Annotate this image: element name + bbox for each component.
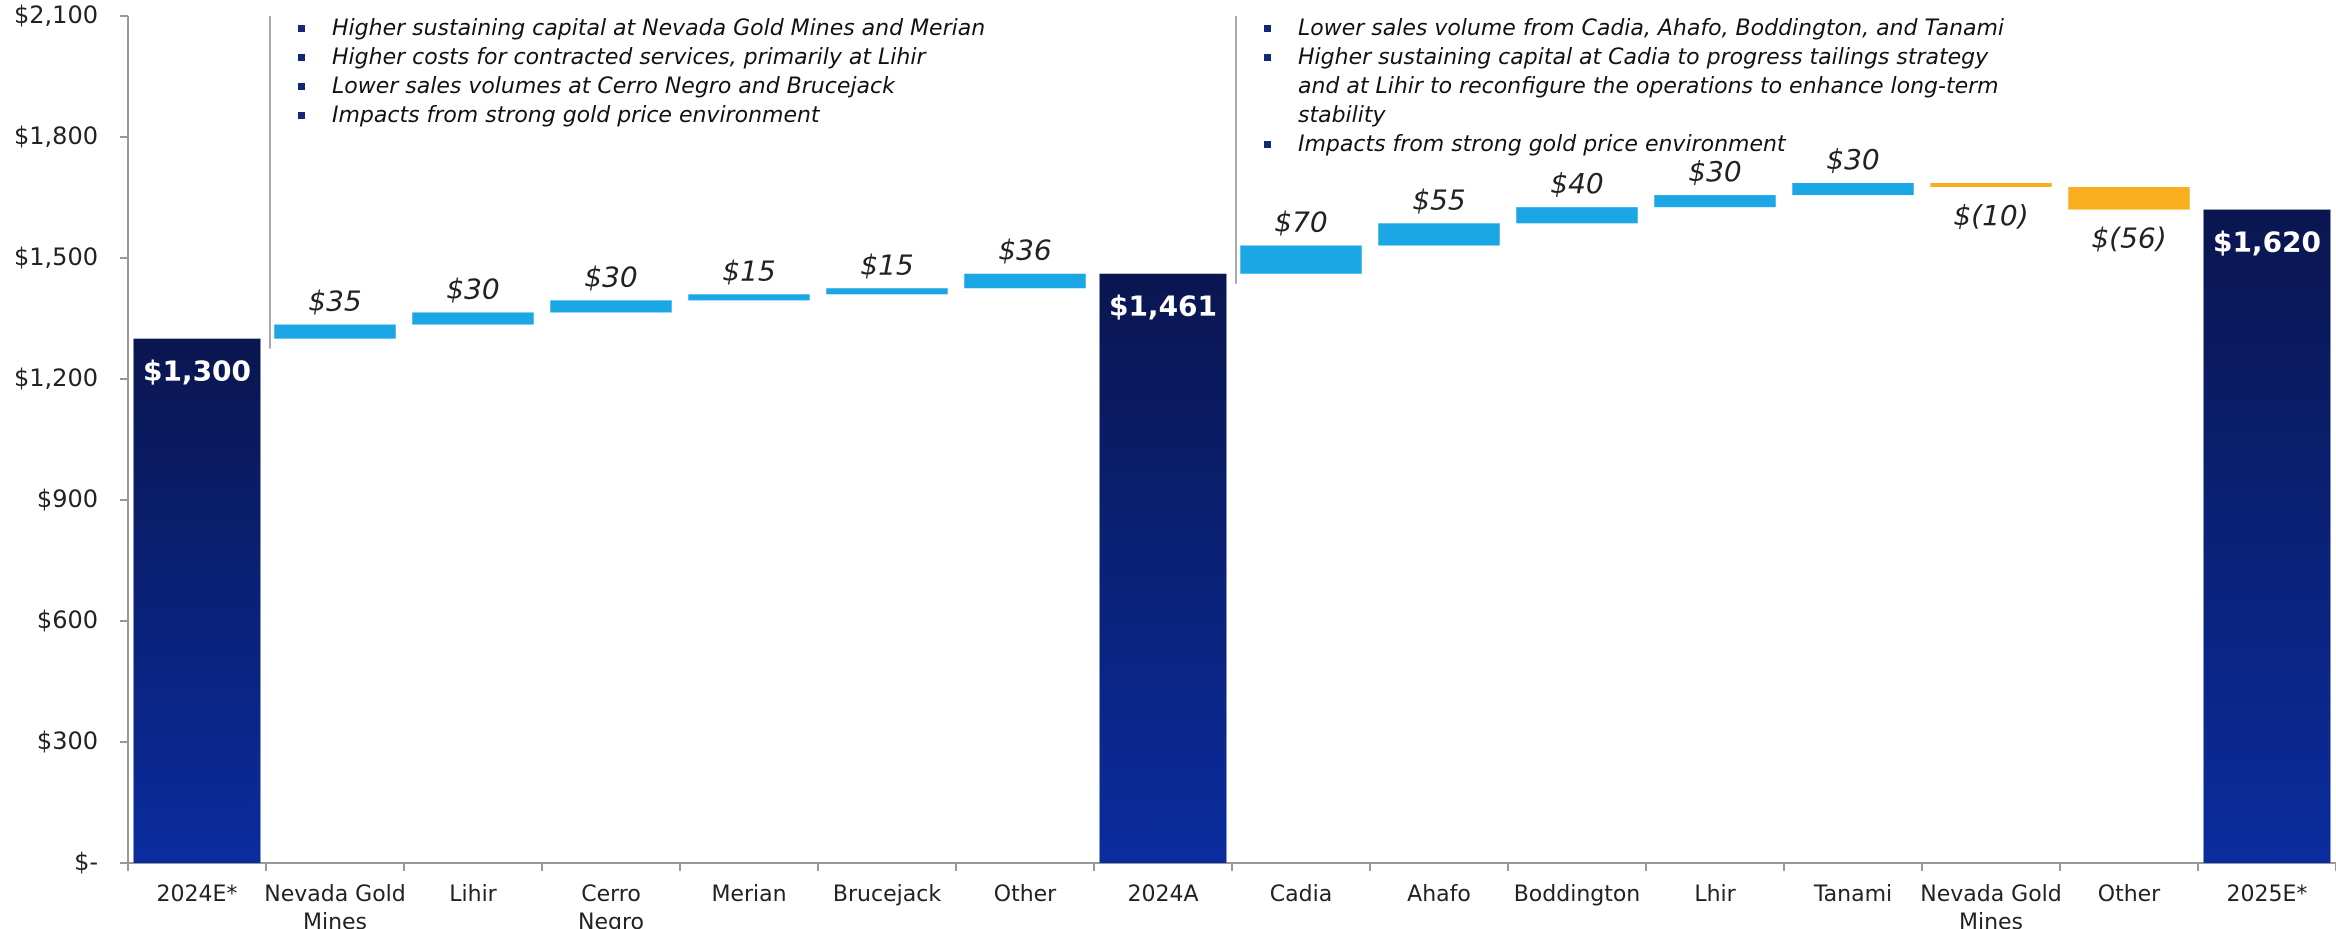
value-label: $30	[446, 272, 499, 305]
change-bar	[826, 288, 948, 295]
total-bar	[2203, 209, 2331, 864]
change-bar	[1930, 182, 2052, 188]
x-tick-label: Other	[2098, 882, 2161, 907]
total-bar	[1099, 273, 1227, 864]
change-bar	[1378, 223, 1500, 246]
value-label: $(56)	[2091, 222, 2166, 255]
value-label: $30	[1688, 155, 1741, 188]
value-label: $15	[722, 254, 775, 287]
value-label: $(10)	[1953, 199, 2028, 232]
value-label: $1,620	[2213, 226, 2321, 259]
y-tick-label: $-	[74, 848, 98, 876]
change-bar	[550, 300, 672, 313]
change-bar	[1516, 207, 1638, 224]
change-bar	[2068, 187, 2190, 210]
y-tick-label: $1,200	[14, 364, 98, 392]
x-tick-label: Merian	[711, 882, 786, 907]
y-tick-label: $2,100	[14, 1, 98, 29]
y-tick-label: $900	[37, 485, 98, 513]
value-label: $30	[584, 260, 637, 293]
y-tick-label: $300	[37, 727, 98, 755]
annotation: Lower sales volume from Cadia, Ahafo, Bo…	[1262, 14, 2022, 159]
change-bar	[688, 294, 810, 301]
total-bar	[133, 338, 261, 864]
value-label: $30	[1826, 143, 1879, 176]
x-tick-label: Lihir	[449, 882, 497, 907]
change-bar	[1240, 245, 1362, 274]
value-label: $1,300	[143, 355, 251, 388]
annotation-bullet: Higher sustaining capital at Cadia to pr…	[1262, 43, 2022, 130]
value-label: $35	[308, 285, 361, 318]
x-tick-label: 2024A	[1127, 882, 1198, 907]
x-tick-label: Boddington	[1514, 882, 1641, 907]
annotation-bullet: Lower sales volume from Cadia, Ahafo, Bo…	[1262, 14, 2022, 43]
value-label: $40	[1550, 167, 1603, 200]
change-bar	[274, 324, 396, 339]
change-bar	[412, 312, 534, 325]
value-label: $70	[1274, 205, 1327, 238]
x-tick-label: Cerro Negro	[578, 882, 644, 929]
y-tick-label: $600	[37, 606, 98, 634]
x-tick-label: Tanami	[1813, 882, 1892, 907]
y-tick-label: $1,500	[14, 243, 98, 271]
x-tick-label: Cadia	[1270, 882, 1332, 907]
y-tick-label: $1,800	[14, 122, 98, 150]
value-label: $55	[1412, 183, 1465, 216]
x-tick-label: 2024E*	[157, 882, 238, 907]
value-label: $15	[860, 248, 913, 281]
x-tick-label: Lhir	[1694, 882, 1736, 907]
value-label: $36	[998, 234, 1051, 267]
x-tick-label: Ahafo	[1407, 882, 1471, 907]
annotation-bullet: Higher sustaining capital at Nevada Gold…	[296, 14, 1056, 43]
change-bar	[964, 273, 1086, 289]
annotation: Higher sustaining capital at Nevada Gold…	[296, 14, 1056, 130]
value-label: $1,461	[1109, 290, 1217, 323]
change-bar	[1654, 195, 1776, 208]
annotation-bullet: Impacts from strong gold price environme…	[296, 101, 1056, 130]
x-tick-label: Nevada Gold Mines	[1920, 882, 2062, 929]
annotation-bullet: Lower sales volumes at Cerro Negro and B…	[296, 72, 1056, 101]
x-tick-label: Brucejack	[833, 882, 941, 907]
x-tick-label: Nevada Gold Mines	[264, 882, 406, 929]
change-bar	[1792, 182, 1914, 196]
x-tick-label: Other	[994, 882, 1057, 907]
annotation-bullet: Impacts from strong gold price environme…	[1262, 130, 2022, 159]
x-tick-label: 2025E*	[2227, 882, 2308, 907]
annotation-bullet: Higher costs for contracted services, pr…	[296, 43, 1056, 72]
